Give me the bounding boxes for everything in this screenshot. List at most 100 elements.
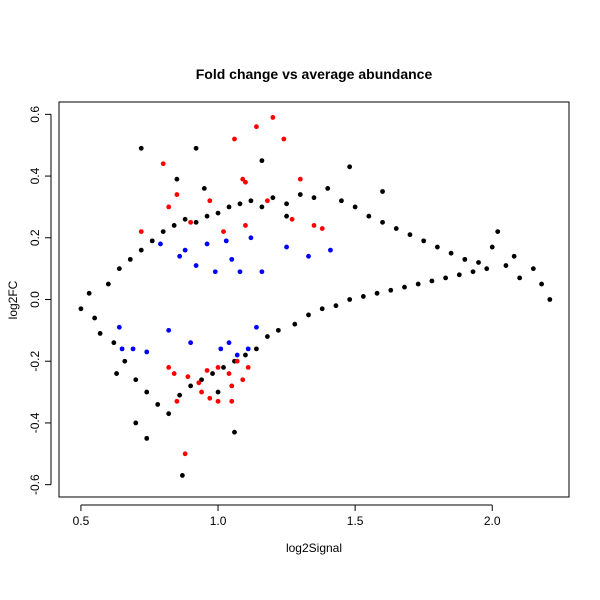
data-point	[380, 189, 385, 194]
data-point	[92, 315, 98, 321]
data-point	[182, 451, 188, 457]
data-point	[306, 253, 311, 259]
data-point	[215, 364, 221, 370]
data-point	[319, 226, 325, 231]
data-point	[188, 219, 194, 225]
data-point	[245, 346, 251, 352]
data-point	[259, 204, 265, 210]
data-point	[470, 269, 476, 275]
x-tick-label: 1.5	[347, 514, 364, 528]
data-point	[114, 371, 119, 376]
data-point	[270, 115, 276, 120]
data-point	[284, 244, 289, 250]
data-point	[456, 272, 462, 278]
data-point	[138, 229, 144, 235]
data-point	[215, 389, 221, 395]
data-point	[116, 266, 122, 272]
series-2	[116, 235, 333, 358]
data-point	[503, 263, 509, 268]
data-point	[160, 229, 166, 235]
data-point	[232, 429, 237, 435]
data-point	[297, 176, 303, 182]
data-point	[259, 269, 265, 275]
data-point	[212, 269, 218, 275]
y-tick-label: 0.6	[28, 106, 42, 123]
y-tick-label: -0.6	[28, 474, 42, 495]
data-point	[352, 204, 358, 210]
data-point	[240, 176, 246, 182]
data-point	[254, 324, 259, 330]
data-point	[328, 247, 333, 253]
data-point	[210, 371, 215, 376]
data-point	[144, 389, 150, 395]
data-point	[311, 223, 317, 228]
data-point	[218, 346, 224, 352]
data-point	[174, 192, 180, 197]
data-point	[127, 256, 133, 262]
data-point	[199, 389, 204, 395]
data-point	[111, 340, 117, 346]
data-point	[119, 346, 125, 352]
data-point	[215, 398, 221, 404]
data-point	[199, 377, 204, 383]
data-point	[158, 241, 163, 247]
data-point	[86, 290, 92, 296]
y-tick-label: 0.0	[28, 291, 42, 308]
data-point	[360, 294, 366, 299]
data-point	[116, 324, 122, 330]
y-axis: -0.6 -0.4 -0.2 0.0 0.2 0.4 0.6	[28, 106, 52, 495]
data-point	[166, 327, 172, 333]
data-point	[204, 368, 210, 373]
data-point	[138, 247, 144, 253]
data-point	[237, 269, 243, 275]
data-point	[226, 371, 232, 376]
data-point	[97, 331, 103, 336]
y-tick-label: 0.2	[28, 229, 42, 246]
plot-frame	[58, 101, 570, 498]
data-point	[182, 216, 188, 222]
data-point	[133, 377, 139, 383]
points-layer	[78, 115, 553, 478]
data-point	[289, 216, 295, 222]
data-point	[380, 219, 385, 225]
data-point	[226, 204, 232, 210]
data-point	[193, 219, 199, 225]
data-point	[374, 290, 380, 296]
data-point	[160, 161, 166, 167]
data-point	[539, 281, 544, 287]
data-point	[284, 201, 289, 207]
data-point	[476, 260, 481, 265]
data-point	[517, 275, 523, 281]
y-tick-label: -0.2	[28, 351, 42, 372]
y-tick-label: 0.4	[28, 167, 42, 184]
data-point	[105, 281, 111, 287]
data-point	[325, 186, 331, 191]
data-point	[547, 297, 553, 302]
data-point	[179, 472, 185, 478]
data-point	[407, 232, 413, 238]
data-point	[297, 192, 303, 197]
data-point	[339, 198, 344, 204]
data-point	[174, 176, 180, 182]
data-point	[201, 186, 207, 191]
data-point	[402, 284, 407, 290]
chart-title: Fold change vs average abundance	[196, 66, 433, 82]
data-point	[171, 371, 177, 376]
data-point	[232, 136, 237, 142]
data-point	[221, 229, 226, 235]
data-point	[434, 244, 440, 250]
data-point	[311, 195, 317, 201]
data-point	[196, 380, 202, 386]
data-point	[245, 364, 251, 370]
data-point	[130, 346, 136, 352]
data-point	[188, 383, 194, 389]
x-axis: 0.5 1.0 1.5 2.0	[73, 504, 501, 528]
data-point	[489, 244, 495, 250]
y-tick-label: -0.4	[28, 412, 42, 433]
data-point	[243, 223, 248, 228]
data-point	[177, 253, 183, 259]
data-point	[429, 278, 435, 284]
data-point	[166, 204, 172, 210]
